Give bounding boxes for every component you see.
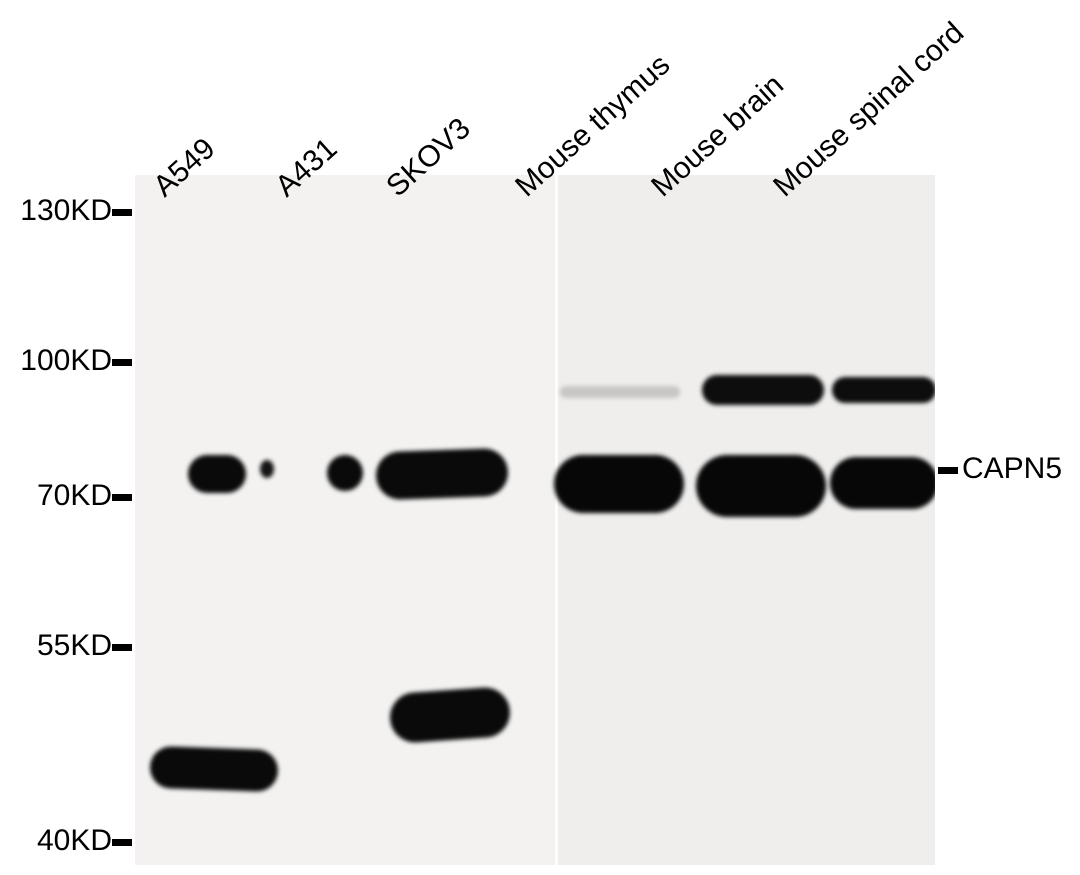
mw-marker-tick xyxy=(112,494,132,501)
mw-marker-tick xyxy=(112,644,132,651)
blot-membrane xyxy=(135,175,935,865)
blot-band xyxy=(832,377,935,403)
blot-band xyxy=(327,455,363,491)
mw-marker-tick xyxy=(112,209,132,216)
blot-band xyxy=(560,386,680,398)
blot-band xyxy=(554,455,684,513)
mw-marker-label: 130KD xyxy=(2,194,112,228)
protein-marker-label: CAPN5 xyxy=(962,452,1062,486)
mw-marker-label: 40KD xyxy=(2,824,112,858)
blot-band xyxy=(702,375,824,405)
mw-marker-tick xyxy=(112,839,132,846)
blot-band xyxy=(188,455,246,493)
mw-marker-label: 100KD xyxy=(2,344,112,378)
mw-marker-label: 55KD xyxy=(2,629,112,663)
blot-figure: 130KD100KD70KD55KD40KD A549A431SKOV3Mous… xyxy=(0,0,1080,875)
blot-band xyxy=(375,448,509,501)
protein-marker-tick xyxy=(938,467,958,474)
blot-band xyxy=(696,455,826,517)
blot-band xyxy=(830,457,935,509)
blot-divider xyxy=(555,175,558,865)
blot-band xyxy=(388,686,511,744)
blot-band xyxy=(260,460,274,478)
protein-name: CAPN5 xyxy=(962,452,1062,485)
mw-marker-tick xyxy=(112,359,132,366)
mw-marker-label: 70KD xyxy=(2,479,112,513)
blot-right-panel xyxy=(558,175,935,865)
blot-band xyxy=(149,746,278,792)
